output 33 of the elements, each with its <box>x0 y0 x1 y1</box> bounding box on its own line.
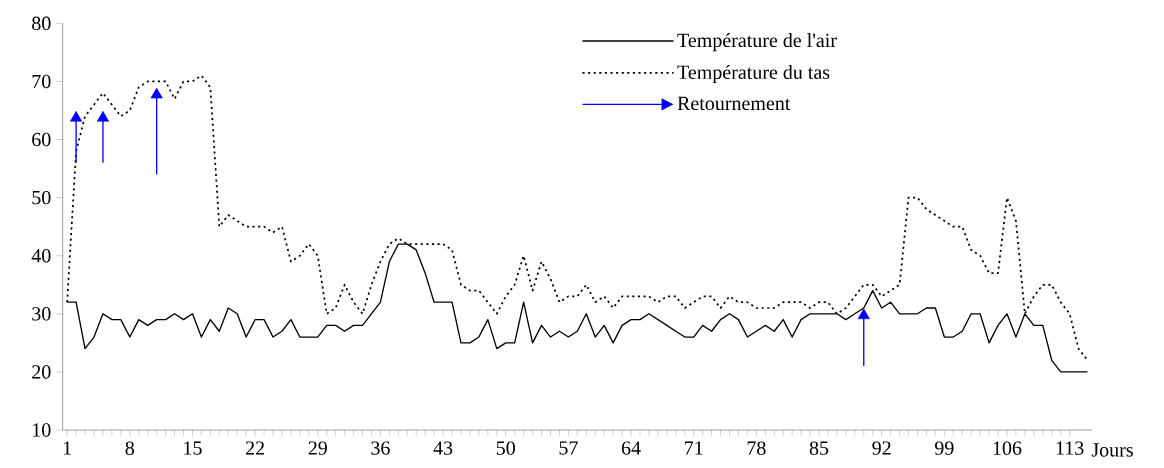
x-tick-label: 57 <box>559 441 578 455</box>
y-tick-label: 40 <box>31 248 51 263</box>
point <box>96 111 109 122</box>
x-tick-label: 8 <box>125 441 135 455</box>
x-tick-label: 50 <box>496 441 515 455</box>
y-tick-label: 70 <box>32 74 51 89</box>
x-tick-label: 106 <box>993 441 1022 455</box>
y-tick-label: 60 <box>32 132 51 147</box>
y-tick-label: 20 <box>32 365 51 379</box>
point <box>70 111 83 122</box>
x-tick-label: 71 <box>685 441 703 455</box>
y-tick-label: 30 <box>32 307 51 321</box>
y-tick-label: 80 <box>32 16 51 31</box>
x-tick-label: 43 <box>433 441 453 455</box>
point <box>857 308 870 320</box>
legend-label: Retournement <box>677 96 791 111</box>
point <box>150 87 163 99</box>
x-tick-label: 113 <box>1056 441 1084 455</box>
x-tick-label: 36 <box>371 441 390 455</box>
x-tick-label: 1 <box>63 441 71 455</box>
x-tick-label: 78 <box>747 441 766 455</box>
x-tick-label: 99 <box>934 441 954 455</box>
x-tick-label: 15 <box>184 441 202 455</box>
legend-label: Température du tas <box>677 64 830 84</box>
x-tick-label: 22 <box>245 441 264 455</box>
x-axis-title: Jours <box>1091 443 1133 457</box>
y-tick-label: 50 <box>32 190 51 205</box>
x-tick-label: 92 <box>872 441 891 455</box>
x-tick-label: 29 <box>308 441 327 455</box>
legend-label: Température de l'air <box>677 33 837 52</box>
y-tick-label: 10 <box>33 423 51 437</box>
x-tick-label: 64 <box>621 441 641 455</box>
x-tick-label: 85 <box>809 441 829 455</box>
